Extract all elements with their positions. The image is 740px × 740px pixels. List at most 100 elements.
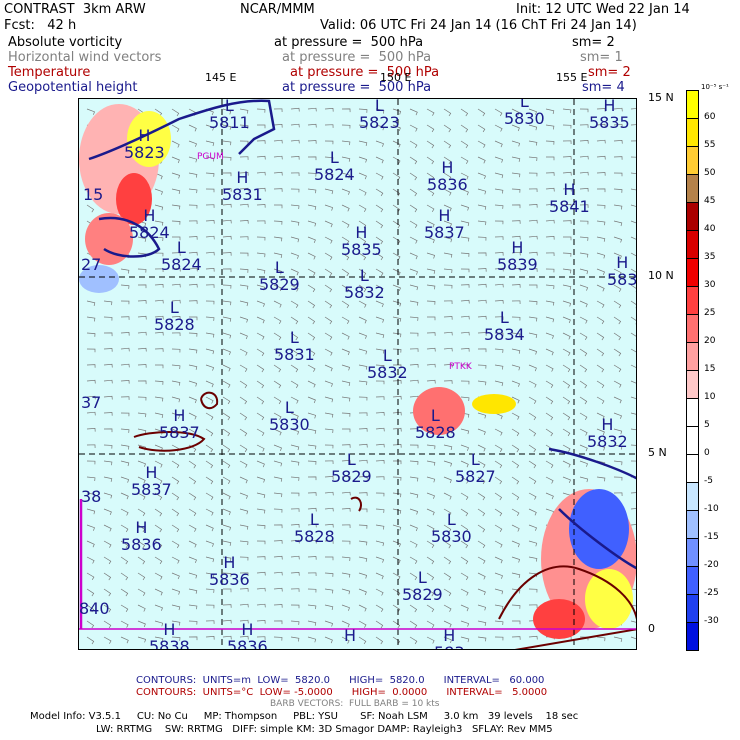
- center-type: H: [143, 206, 156, 225]
- island-outline: [548, 447, 636, 570]
- wind-barb: [375, 172, 384, 180]
- wind-barb: [358, 236, 367, 245]
- wind-barb: [188, 476, 197, 485]
- wind-barb: [477, 172, 486, 180]
- wind-barb: [511, 364, 521, 371]
- wind-barb: [86, 411, 96, 416]
- wind-barb: [528, 251, 538, 256]
- center-value: 5836: [427, 175, 468, 194]
- wind-barb: [443, 588, 452, 597]
- wind-barb: [120, 604, 129, 612]
- wind-barb: [511, 316, 521, 321]
- wind-barb: [324, 380, 333, 387]
- wind-barb: [154, 204, 164, 211]
- footer-model-info: Model Info: V3.5.1 CU: No Cu MP: Thompso…: [30, 711, 579, 722]
- colorbar-tick-label: 25: [704, 308, 716, 318]
- field-level-temperature: at pressure = 500 hPa: [290, 65, 440, 80]
- wind-barb: [392, 124, 401, 132]
- wind-barb: [443, 476, 452, 484]
- wind-barb: [511, 332, 521, 338]
- wind-barb: [477, 428, 486, 436]
- wind-barb: [222, 300, 232, 306]
- wind-barb: [613, 412, 622, 419]
- vorticity-patch: [127, 111, 171, 167]
- wind-barb: [392, 427, 402, 432]
- wind-barb: [120, 268, 130, 274]
- high-center-label: H: [344, 627, 356, 644]
- wind-barb: [477, 315, 487, 320]
- wind-barb: [256, 508, 266, 514]
- wind-barb: [494, 524, 503, 532]
- wind-barb: [273, 252, 283, 258]
- center-type: H: [563, 180, 576, 199]
- wind-barb: [172, 236, 181, 241]
- wind-barb: [392, 316, 402, 322]
- wind-barb: [392, 204, 401, 213]
- wind-barb: [120, 444, 130, 450]
- wind-barb: [257, 124, 266, 129]
- wind-barb: [256, 236, 266, 241]
- wind-barb: [256, 380, 265, 389]
- wind-barb: [86, 524, 95, 531]
- center-type: H: [616, 253, 629, 272]
- center-value: 5828: [415, 423, 456, 442]
- wind-barb: [222, 444, 231, 453]
- lon-label-155e: 155 E: [556, 71, 588, 84]
- wind-barb: [392, 604, 401, 613]
- wind-barb: [188, 508, 197, 517]
- wind-barb: [341, 412, 351, 417]
- wind-barb: [358, 108, 368, 113]
- wind-barb: [239, 108, 249, 114]
- wind-barb: [324, 460, 334, 465]
- wind-barb: [392, 284, 401, 292]
- wind-barb: [630, 108, 636, 110]
- wind-barb: [579, 252, 589, 258]
- wind-barb: [273, 604, 283, 608]
- wind-barb: [426, 636, 435, 644]
- wind-barb: [477, 444, 486, 452]
- wind-barb: [358, 620, 367, 628]
- wind-barb: [630, 364, 636, 368]
- wind-barb: [443, 524, 452, 533]
- wind-barb: [562, 252, 572, 257]
- wind-barb: [324, 476, 334, 480]
- lat-label-0: 0: [648, 622, 655, 635]
- wind-barb: [273, 188, 283, 192]
- wind-barb: [239, 124, 249, 129]
- wind-barb: [171, 460, 180, 469]
- wind-barb: [511, 300, 521, 305]
- wind-barb: [613, 123, 623, 128]
- wind-barb: [120, 428, 130, 433]
- wind-barb: [222, 124, 232, 130]
- edge-value: 15: [83, 185, 104, 204]
- low-center-label: L 5834: [484, 309, 525, 343]
- wind-barb: [324, 588, 334, 594]
- colorbar-segment: [686, 286, 699, 315]
- high-center-label: H 5835: [341, 224, 382, 258]
- wind-barb: [325, 556, 334, 561]
- lat-label-15n: 15 N: [648, 91, 674, 104]
- wind-barb: [375, 524, 385, 530]
- wind-barb: [273, 220, 283, 225]
- wind-barb: [460, 524, 469, 533]
- field-name-temperature: Temperature: [8, 65, 91, 80]
- wind-barb: [545, 476, 554, 484]
- wind-barb: [562, 412, 571, 421]
- wind-barb: [426, 347, 436, 352]
- wind-barb: [239, 284, 249, 290]
- center-type: L: [519, 98, 529, 111]
- wind-barb: [494, 476, 503, 485]
- wind-barb: [375, 396, 385, 400]
- map-panel: PGUM PTKK 15 27 37 38 840 L 5811 L 5823 L 583…: [78, 98, 637, 650]
- wind-barb: [409, 460, 419, 465]
- wind-barb: [613, 364, 622, 373]
- wind-barb: [562, 156, 572, 160]
- wind-barb: [171, 364, 181, 370]
- wind-barb: [188, 300, 198, 304]
- wind-barb: [443, 620, 452, 628]
- center-value: 5832: [587, 432, 628, 451]
- wind-barb: [562, 396, 571, 405]
- wind-barb: [341, 380, 351, 386]
- wind-barb: [358, 540, 368, 546]
- wind-barb: [375, 268, 384, 277]
